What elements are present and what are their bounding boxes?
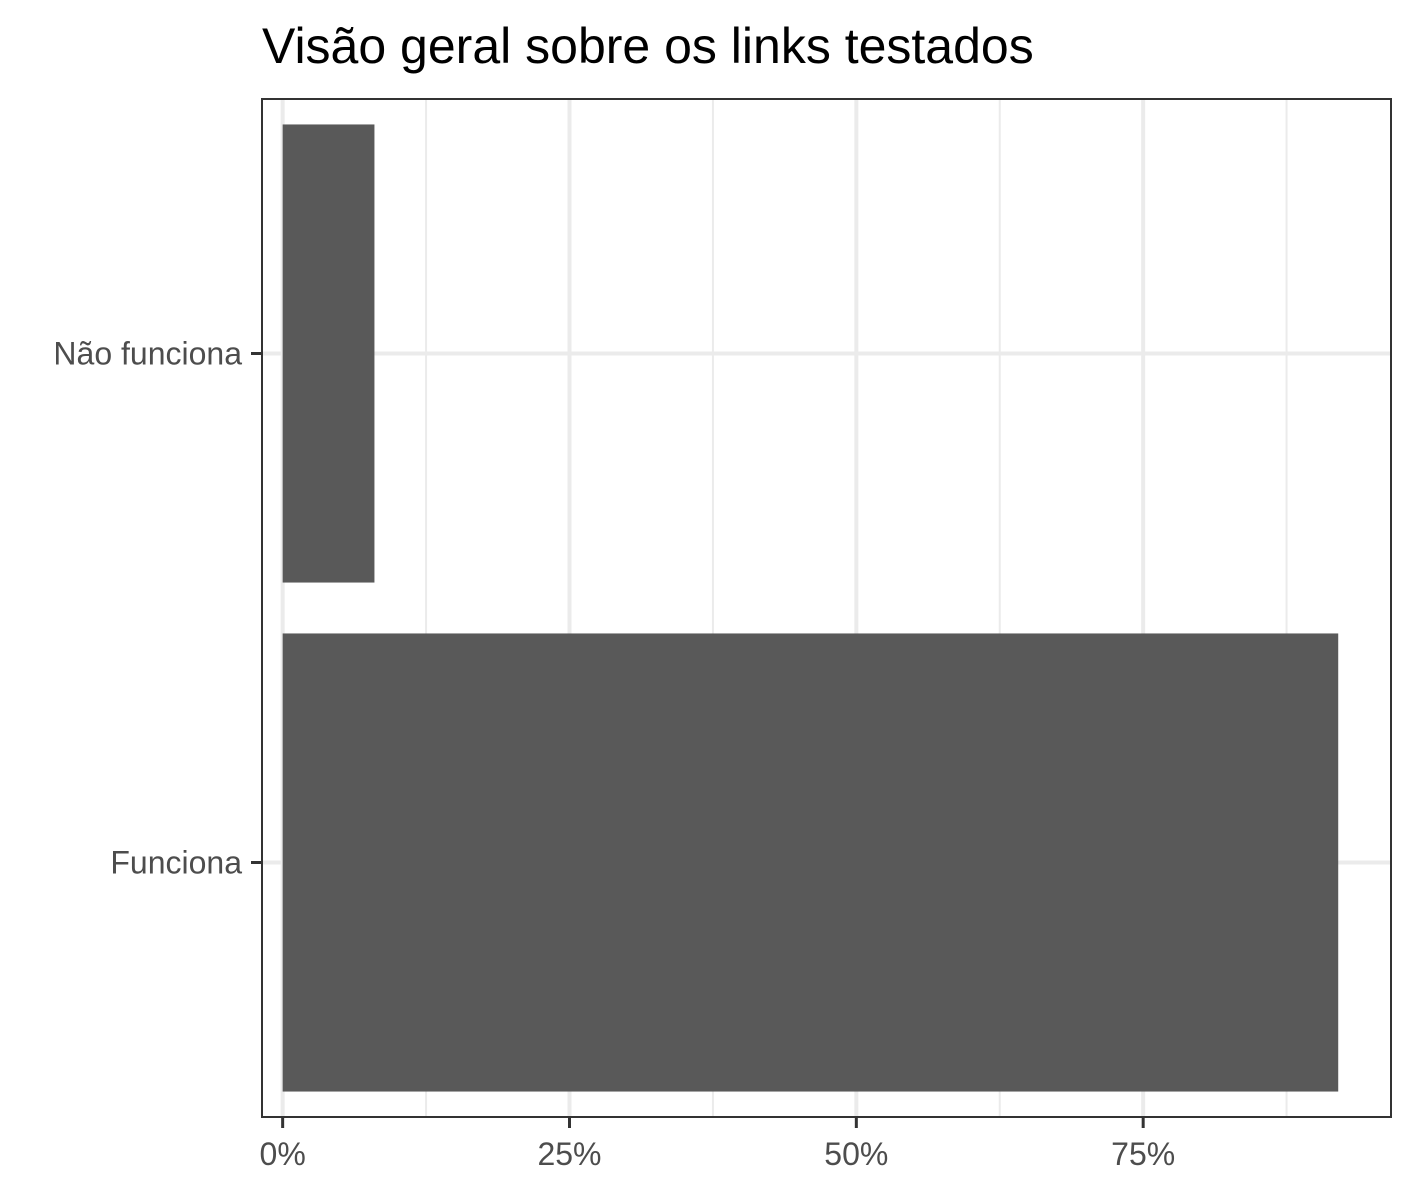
plot-panel-border	[261, 98, 1392, 1118]
y-tick-label: Funciona	[110, 845, 242, 881]
x-tick-label: 0%	[260, 1136, 306, 1172]
bar-1	[282, 633, 1339, 1092]
x-tick-label: 75%	[1111, 1136, 1175, 1172]
y-tick-label: Não funciona	[53, 336, 242, 372]
axes: Não funciona Funciona 0% 25% 50% 75%	[53, 336, 1175, 1173]
x-tick-label: 50%	[824, 1136, 888, 1172]
chart-title: Visão geral sobre os links testados	[262, 18, 1034, 74]
x-tick-label: 25%	[537, 1136, 601, 1172]
bar-0	[282, 124, 375, 583]
bars	[282, 124, 1339, 1092]
